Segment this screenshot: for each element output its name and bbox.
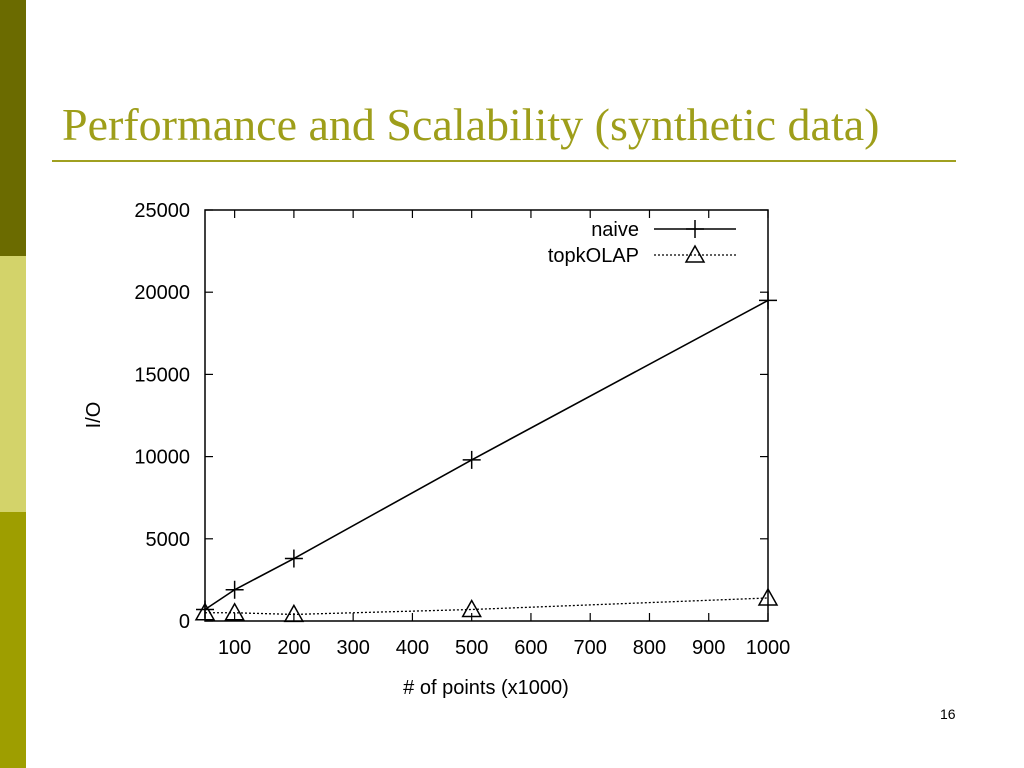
series-naive	[196, 291, 777, 619]
plus-marker	[284, 549, 303, 568]
x-axis-label: # of points (x1000)	[403, 677, 569, 699]
sidebar-segment-top	[0, 0, 26, 256]
triangle-marker	[757, 587, 779, 606]
y-tick-label: 10000	[134, 447, 190, 469]
plus-marker	[686, 220, 704, 238]
x-tick-label: 500	[455, 637, 488, 659]
legend-label: topkOLAP	[548, 245, 639, 267]
y-tick-label: 0	[179, 611, 190, 633]
x-tick-label: 600	[514, 637, 547, 659]
x-tick-label: 300	[336, 637, 369, 659]
plot-frame	[204, 209, 769, 622]
triangle-marker	[461, 598, 482, 618]
plus-marker	[759, 291, 777, 310]
sidebar-segment-middle	[0, 256, 26, 512]
slide-title: Performance and Scalability (synthetic d…	[62, 99, 880, 150]
y-tick-label: 20000	[134, 282, 190, 304]
sidebar-segment-bottom	[0, 512, 26, 768]
y-tick-label: 5000	[146, 529, 191, 551]
x-tick-label: 700	[574, 637, 607, 659]
x-tick-label: 200	[277, 637, 310, 659]
legend: naive topkOLAP	[548, 219, 736, 267]
x-tick-label: 100	[218, 637, 251, 659]
x-tick-label: 900	[692, 637, 725, 659]
x-tick-label: 800	[633, 637, 666, 659]
sidebar-decoration	[0, 0, 26, 768]
triangle-marker	[194, 602, 216, 621]
triangle-marker	[224, 602, 245, 621]
series-line	[204, 299, 769, 611]
x-tick-label: 1000	[746, 637, 791, 659]
x-tick-label: 400	[396, 637, 429, 659]
plus-marker	[462, 450, 481, 469]
legend-label: naive	[591, 219, 639, 241]
y-tick-label: 25000	[134, 200, 190, 222]
y-axis-label: I/O	[83, 402, 105, 429]
series-topkOLAP	[194, 587, 779, 623]
triangle-marker	[684, 244, 706, 263]
triangle-marker	[283, 603, 305, 623]
series-line	[205, 597, 769, 616]
series-layer	[194, 291, 779, 623]
title-underline	[52, 160, 956, 162]
slide-number: 16	[940, 706, 956, 722]
tick-labels: 100 200 300 400 500 600 700 800 900 1000050001000…	[134, 200, 790, 659]
plus-marker	[225, 580, 244, 599]
y-tick-label: 15000	[134, 364, 190, 386]
axis-ticks	[205, 209, 769, 622]
